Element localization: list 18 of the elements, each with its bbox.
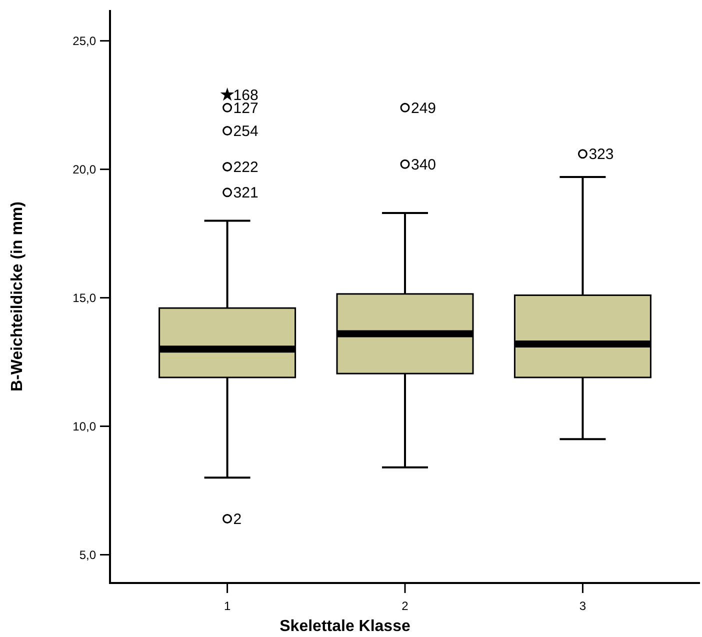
annotation: 323 xyxy=(588,146,614,164)
x-tick-label: 3 xyxy=(579,599,586,613)
annotation: 340 xyxy=(411,156,436,174)
annotation: 249 xyxy=(411,100,436,117)
y-tick-label: 10,0 xyxy=(72,419,96,434)
y-tick-label: 20,0 xyxy=(72,162,96,177)
annotation: 254 xyxy=(233,123,258,140)
y-axis-title: B-Weichteildicke (in mm) xyxy=(9,202,26,392)
y-tick-label: 15,0 xyxy=(72,290,96,305)
annotation: 127 xyxy=(233,100,258,117)
x-tick-label: 2 xyxy=(402,599,409,613)
x-tick-label: 1 xyxy=(224,599,231,613)
y-tick-label: 25,0 xyxy=(72,34,96,48)
y-tick-label: 5,0 xyxy=(79,548,96,562)
annotation: 222 xyxy=(233,158,258,176)
annotation: 2 xyxy=(233,511,242,528)
annotation: 321 xyxy=(233,184,258,202)
x-axis-title: Skelettale Klasse xyxy=(280,618,410,635)
